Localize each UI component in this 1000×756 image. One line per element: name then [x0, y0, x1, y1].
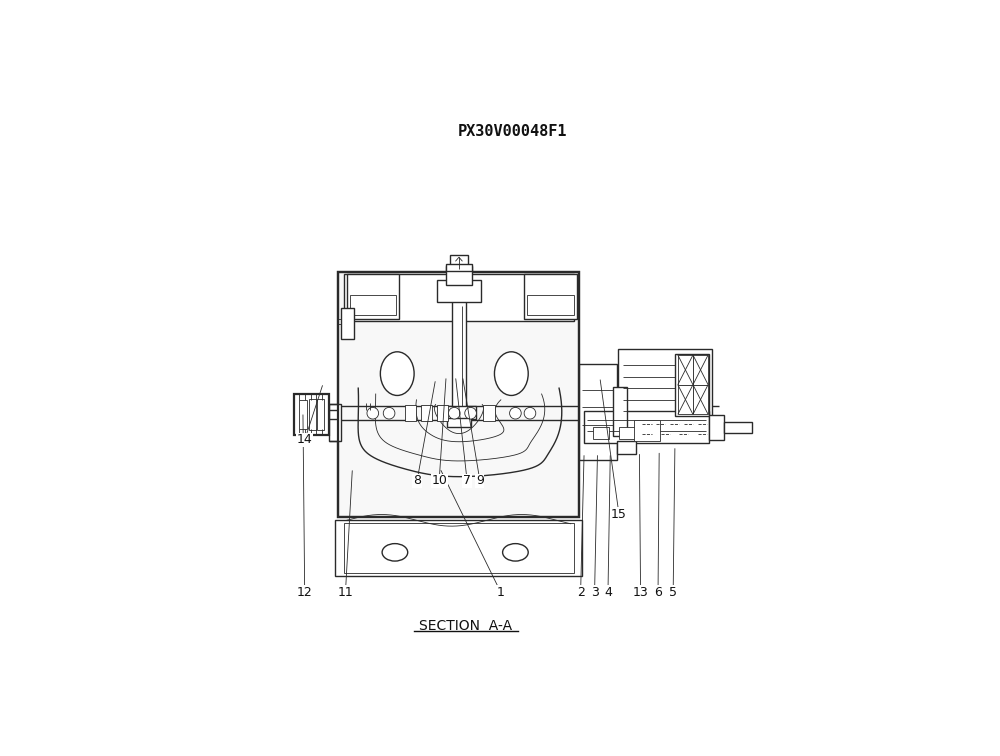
- Text: SECTION  A-A: SECTION A-A: [419, 619, 512, 634]
- Text: 1: 1: [497, 586, 505, 599]
- Bar: [678, 355, 693, 385]
- Bar: [446, 266, 472, 284]
- Bar: [299, 400, 307, 429]
- Bar: [421, 405, 432, 421]
- Text: 15: 15: [611, 508, 627, 521]
- Text: 3: 3: [591, 586, 599, 599]
- Text: 13: 13: [633, 586, 648, 599]
- Text: 7: 7: [463, 474, 471, 487]
- Text: 11: 11: [338, 586, 353, 599]
- Bar: [452, 257, 466, 408]
- Bar: [709, 415, 724, 440]
- Text: 8: 8: [413, 474, 421, 487]
- Bar: [693, 385, 708, 414]
- Bar: [447, 418, 471, 427]
- Bar: [338, 271, 579, 517]
- Bar: [483, 405, 495, 421]
- Bar: [675, 354, 709, 416]
- Circle shape: [448, 407, 460, 419]
- Circle shape: [367, 407, 379, 419]
- Bar: [344, 523, 574, 573]
- Text: 5: 5: [669, 586, 677, 599]
- Bar: [613, 387, 627, 436]
- Circle shape: [510, 407, 521, 419]
- Text: 6: 6: [654, 586, 662, 599]
- Text: 9: 9: [476, 474, 484, 487]
- Bar: [724, 422, 752, 433]
- Bar: [317, 398, 324, 430]
- Bar: [584, 411, 709, 444]
- Text: 4: 4: [604, 586, 612, 599]
- Bar: [524, 274, 577, 320]
- Bar: [678, 385, 693, 414]
- Bar: [617, 442, 636, 454]
- Text: 14: 14: [297, 433, 313, 447]
- Ellipse shape: [494, 352, 528, 395]
- Bar: [618, 349, 712, 420]
- Bar: [437, 280, 481, 302]
- Ellipse shape: [380, 352, 414, 395]
- Bar: [593, 427, 609, 438]
- Bar: [527, 295, 574, 315]
- Bar: [329, 404, 341, 441]
- Circle shape: [465, 407, 476, 419]
- Bar: [350, 295, 396, 315]
- Bar: [344, 274, 574, 321]
- Text: PX30V00048F1: PX30V00048F1: [458, 124, 567, 139]
- Ellipse shape: [382, 544, 408, 561]
- Text: 10: 10: [431, 474, 447, 487]
- Bar: [294, 394, 329, 435]
- Text: 2: 2: [577, 586, 585, 599]
- Text: 12: 12: [297, 586, 313, 599]
- Bar: [341, 308, 354, 339]
- Bar: [446, 264, 472, 271]
- Bar: [634, 420, 660, 441]
- Circle shape: [383, 407, 395, 419]
- Bar: [441, 406, 476, 419]
- Ellipse shape: [503, 544, 528, 561]
- Circle shape: [524, 407, 536, 419]
- Bar: [347, 274, 399, 320]
- Bar: [338, 271, 579, 517]
- Bar: [405, 405, 416, 421]
- Bar: [693, 355, 708, 385]
- Bar: [437, 405, 448, 421]
- Bar: [619, 427, 635, 438]
- Bar: [335, 520, 582, 575]
- Bar: [309, 398, 316, 430]
- Bar: [579, 364, 617, 460]
- Bar: [450, 256, 468, 266]
